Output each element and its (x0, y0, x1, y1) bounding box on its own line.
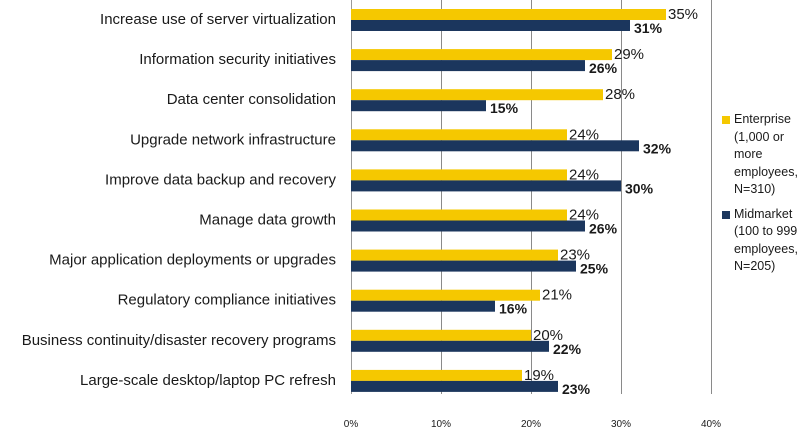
legend-label-line: more (734, 147, 763, 161)
legend-label-line: employees, (734, 241, 798, 256)
category-label: Manage data growth (199, 212, 336, 229)
bar-enterprise (351, 369, 522, 381)
category-labels: Increase use of server virtualization Inf… (22, 11, 337, 389)
value-label-midmarket: 23% (562, 381, 591, 397)
value-label-enterprise: 23% (560, 247, 590, 264)
bar-midmarket (351, 380, 558, 392)
legend-swatch (722, 210, 730, 219)
value-label-enterprise: 24% (569, 166, 599, 183)
legend-label-line: N=205) (734, 259, 776, 273)
category-label: Regulatory compliance initiatives (118, 292, 336, 309)
value-label-midmarket: 26% (589, 221, 618, 237)
bar-enterprise (351, 209, 567, 221)
legend-item-midmarket: Midmarket (100 to 999 employees, N=205) (722, 206, 811, 276)
category-label: Major application deployments or upgrade… (49, 252, 336, 269)
x-tick-label: 30% (611, 419, 631, 430)
value-label-midmarket: 31% (634, 20, 663, 36)
legend-item-enterprise: Enterprise (1,000 or more employees, N=310) (722, 111, 811, 199)
value-label-enterprise: 35% (668, 6, 698, 23)
bar-midmarket (351, 260, 576, 272)
x-tick-label: 10% (431, 419, 451, 430)
bars-group (351, 9, 666, 392)
bar-midmarket (351, 300, 495, 312)
legend-label-line: (1,000 or (734, 129, 785, 144)
value-label-midmarket: 26% (589, 60, 618, 76)
value-label-enterprise: 21% (542, 287, 572, 304)
value-label-midmarket: 22% (553, 341, 582, 357)
value-label-enterprise: 19% (524, 367, 554, 384)
bar-enterprise (351, 129, 567, 141)
bar-enterprise (351, 289, 540, 301)
value-label-midmarket: 15% (490, 100, 519, 116)
bar-midmarket (351, 100, 486, 112)
value-labels: 35%31%29%26%28%15%24%32%24%30%24%26%23%2… (490, 6, 698, 397)
category-label: Data center consolidation (167, 91, 336, 108)
category-label: Large-scale desktop/laptop PC refresh (80, 372, 336, 389)
legend-swatch (722, 116, 730, 124)
value-label-midmarket: 30% (625, 180, 654, 196)
bar-enterprise (351, 169, 567, 181)
legend-label-line: employees, (734, 164, 798, 179)
bar-enterprise (351, 249, 558, 261)
legend-label-line: (100 to 999 (734, 224, 798, 238)
bar-midmarket (351, 20, 630, 31)
legend-label-line: Enterprise (734, 112, 791, 126)
bar-enterprise (351, 89, 603, 101)
bar-midmarket (351, 60, 585, 72)
bar-midmarket (351, 140, 639, 152)
value-label-midmarket: 16% (499, 301, 528, 317)
bar-enterprise (351, 329, 531, 341)
value-label-enterprise: 28% (605, 86, 635, 103)
category-label: Upgrade network infrastructure (130, 131, 336, 148)
legend-label-line: Midmarket (734, 206, 793, 221)
value-label-enterprise: 24% (569, 207, 599, 224)
category-label: Business continuity/disaster recovery pr… (22, 332, 336, 349)
value-label-midmarket: 32% (643, 140, 672, 156)
bar-midmarket (351, 220, 585, 232)
value-label-enterprise: 20% (533, 327, 563, 344)
x-tick-label: 0% (344, 419, 359, 430)
category-label: Information security initiatives (139, 51, 336, 68)
x-tick-labels: 0% 10% 20% 30% 40% (344, 419, 721, 430)
value-label-midmarket: 25% (580, 261, 609, 277)
legend-label-line: N=310) (734, 182, 776, 196)
x-tick-label: 40% (701, 419, 721, 430)
bar-enterprise (351, 49, 612, 61)
chart-legend: Enterprise (1,000 or more employees, N=310) M… (722, 111, 811, 283)
category-label: Improve data backup and recovery (105, 171, 336, 188)
value-label-enterprise: 24% (569, 126, 599, 143)
bar-enterprise (351, 9, 666, 20)
x-tick-label: 20% (521, 419, 541, 430)
bar-midmarket (351, 340, 549, 352)
category-label: Increase use of server virtualization (100, 11, 336, 28)
bar-midmarket (351, 180, 621, 192)
value-label-enterprise: 29% (614, 46, 644, 63)
